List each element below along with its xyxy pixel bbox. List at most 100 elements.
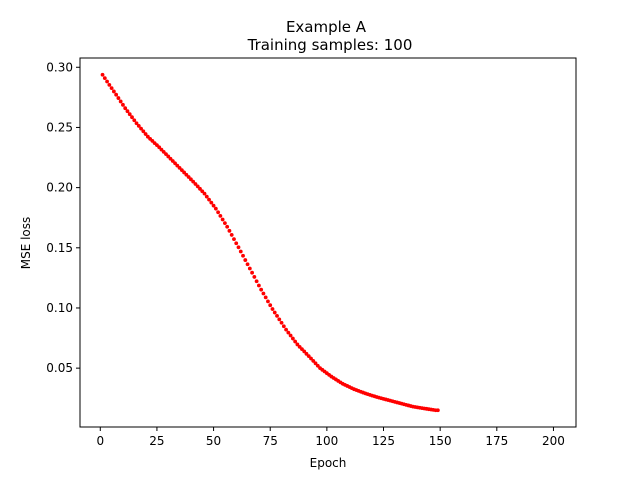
data-point (141, 129, 146, 134)
x-tick-label: 50 (206, 434, 221, 448)
x-tick-label: 125 (372, 434, 395, 448)
data-point (313, 361, 318, 366)
x-tick-label: 175 (485, 434, 508, 448)
data-point (204, 194, 209, 199)
data-point (202, 191, 207, 196)
data-point (132, 118, 137, 123)
data-point (123, 106, 128, 111)
data-points (100, 72, 440, 413)
data-point (143, 132, 148, 136)
data-point (232, 237, 236, 242)
x-axis-label: Epoch (310, 456, 347, 470)
data-point (216, 210, 221, 215)
data-point (114, 92, 119, 97)
x-tick-label: 200 (542, 434, 565, 448)
data-point (275, 314, 279, 318)
data-point (130, 115, 134, 120)
data-point (121, 102, 125, 107)
data-point (105, 79, 109, 84)
data-point (250, 270, 254, 275)
data-point (198, 186, 202, 191)
data-point (213, 206, 218, 211)
x-tick-label: 150 (429, 434, 452, 448)
x-tick-label: 0 (96, 434, 104, 448)
data-point (259, 287, 264, 292)
y-tick-label: 0.10 (46, 301, 73, 315)
data-point (281, 324, 286, 329)
data-point (252, 275, 257, 279)
data-point (207, 197, 211, 202)
data-point (195, 184, 200, 189)
plot-frame (79, 57, 577, 428)
x-axis-ticks: 0 25 50 75 100 125 150 175 200 (96, 427, 565, 448)
data-point (306, 354, 311, 359)
data-point (193, 182, 198, 186)
data-point (295, 342, 300, 347)
x-tick-label: 75 (263, 434, 278, 448)
data-point (116, 96, 121, 100)
data-point (238, 249, 243, 254)
data-point (435, 408, 440, 413)
y-tick-label: 0.30 (46, 60, 73, 74)
data-point (125, 109, 130, 114)
data-point (277, 317, 282, 322)
data-point (234, 241, 239, 246)
plot-area (80, 58, 576, 427)
data-point (288, 333, 293, 338)
data-point (227, 228, 232, 233)
data-point (272, 310, 277, 315)
data-point (279, 320, 284, 325)
data-point (109, 86, 114, 90)
data-point (254, 279, 259, 284)
chart-subtitle: Training samples: 100 (247, 36, 413, 54)
data-point (223, 221, 227, 226)
data-point (220, 217, 225, 222)
data-point (225, 224, 230, 229)
data-point (102, 76, 107, 80)
chart-title: Example A (286, 18, 367, 36)
data-point (256, 283, 261, 288)
data-point (266, 299, 270, 304)
y-axis-label: MSE loss (19, 217, 33, 270)
data-point (268, 303, 273, 308)
data-point (284, 327, 288, 332)
data-point (136, 123, 141, 128)
data-point (263, 295, 268, 300)
data-point (243, 258, 248, 262)
data-point (245, 262, 250, 267)
data-point (134, 121, 139, 126)
data-point (118, 99, 123, 104)
data-point (290, 336, 295, 341)
data-point (247, 266, 252, 271)
data-point (100, 72, 105, 77)
x-tick-label: 25 (149, 434, 164, 448)
data-point (229, 233, 234, 237)
data-point (236, 245, 241, 250)
data-point (311, 359, 316, 363)
data-point (286, 330, 291, 335)
data-point (241, 253, 245, 258)
y-tick-label: 0.15 (46, 241, 73, 255)
data-point (309, 356, 313, 361)
data-point (261, 291, 266, 296)
data-point (270, 307, 275, 311)
data-point (302, 349, 307, 354)
data-point (111, 89, 116, 94)
data-point (293, 339, 298, 344)
y-tick-label: 0.20 (46, 181, 73, 195)
data-point (211, 203, 216, 208)
y-tick-label: 0.05 (46, 361, 73, 375)
data-point (107, 82, 112, 87)
x-tick-label: 100 (315, 434, 338, 448)
data-point (139, 126, 143, 131)
data-point (209, 200, 214, 205)
data-point (191, 179, 196, 184)
y-tick-label: 0.25 (46, 120, 73, 134)
data-point (127, 112, 132, 117)
data-point (200, 189, 205, 194)
data-point (218, 214, 223, 218)
data-point (315, 363, 320, 368)
y-axis-ticks: 0.05 0.10 0.15 0.20 0.25 0.30 (46, 60, 80, 375)
